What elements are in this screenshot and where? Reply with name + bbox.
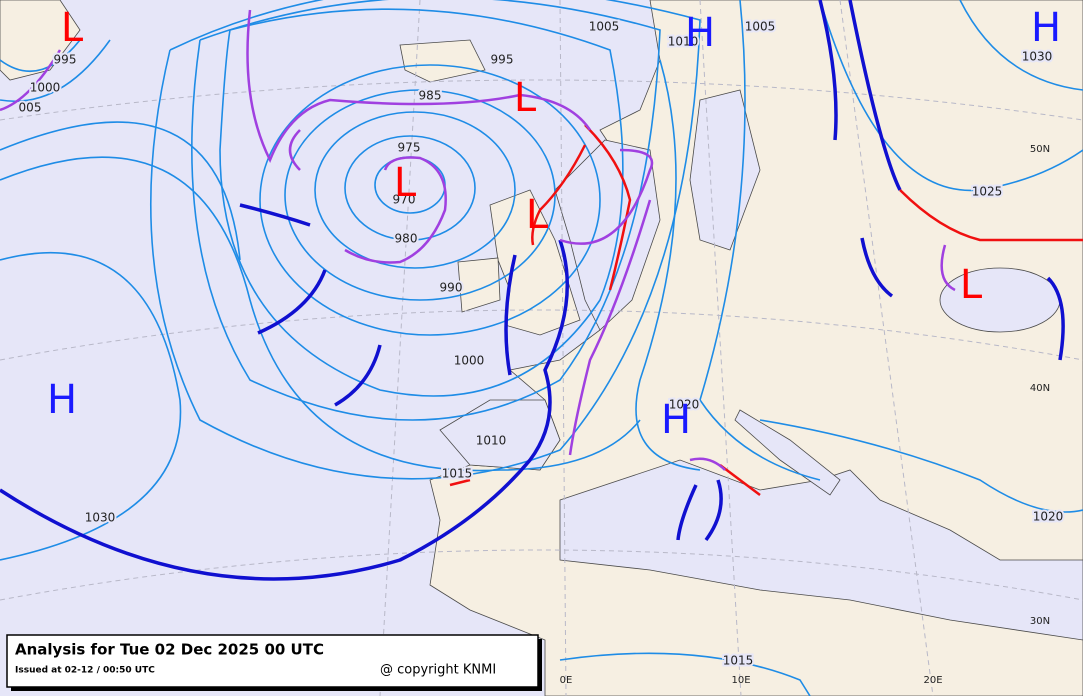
isobar-label: 970	[393, 193, 416, 207]
isobar-label: 995	[491, 53, 514, 67]
copyright: @ copyright KNMI	[380, 663, 496, 678]
isobar-label: 1010	[476, 434, 507, 448]
isobar-label: 975	[398, 141, 421, 155]
issued-time: Issued at 02-12 / 00:50 UTC	[15, 666, 155, 676]
fronts	[0, 0, 1083, 581]
title-box: Analysis for Tue 02 Dec 2025 00 UTC Issu…	[6, 634, 542, 691]
low-center: L	[960, 262, 983, 308]
longitude-label: 10E	[731, 675, 750, 686]
isobar-label: 995	[54, 53, 77, 67]
isobar-label: 1030	[85, 511, 116, 525]
isobar-label: 005	[19, 101, 42, 115]
isobar-label: 1015	[442, 467, 473, 481]
pressure-centers: L L L L L H H H H	[47, 5, 1061, 443]
low-center: L	[394, 160, 417, 206]
isobar-label: 1000	[454, 354, 485, 368]
latitude-label: 30N	[1030, 616, 1050, 627]
graticule-labels: 50N 40N 30N 0E 10E 20E	[560, 144, 1050, 686]
longitude-label: 20E	[923, 675, 942, 686]
isobar-label: 1020	[1033, 510, 1064, 524]
longitude-label: 0E	[560, 675, 573, 686]
high-center: H	[1031, 5, 1061, 51]
title-panel	[6, 634, 539, 688]
isobar-label: 1015	[723, 654, 754, 668]
isobar-label: 1020	[669, 398, 700, 412]
isobar-label: 1005	[589, 20, 620, 34]
isobar-label: 1030	[1022, 50, 1053, 64]
isobar-label: 990	[440, 281, 463, 295]
high-center: H	[661, 397, 691, 443]
isobar-label: 1005	[745, 20, 776, 34]
isobar-label: 985	[419, 89, 442, 103]
isobar-labels: 1005 1010 1005 1030 995 985 975 970 980 …	[17, 18, 1066, 670]
latitude-label: 40N	[1030, 383, 1050, 394]
low-center: L	[514, 75, 537, 121]
isobar-label: 1010	[668, 35, 699, 49]
isobar-label: 980	[395, 232, 418, 246]
low-center: L	[61, 5, 84, 51]
low-center: L	[526, 192, 549, 238]
latitude-label: 50N	[1030, 144, 1050, 155]
map-title: Analysis for Tue 02 Dec 2025 00 UTC	[15, 641, 324, 659]
isobar-label: 1025	[972, 185, 1003, 199]
isobar-label: 1000	[30, 81, 61, 95]
high-center: H	[47, 377, 77, 423]
high-center: H	[685, 10, 715, 56]
